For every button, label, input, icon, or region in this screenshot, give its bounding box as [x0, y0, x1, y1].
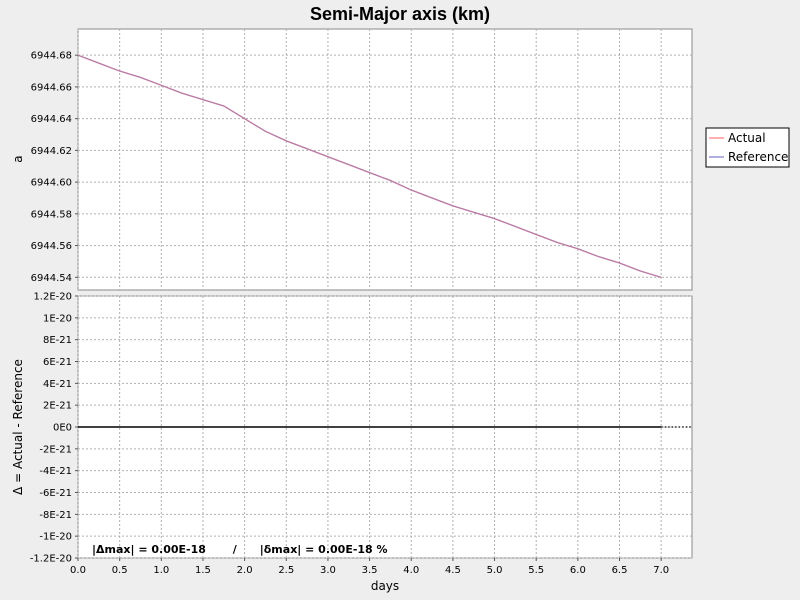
bottom-y-tick-label: -6E-21: [39, 488, 72, 499]
bottom-y-tick-label: -1.2E-20: [30, 554, 72, 565]
legend-label-actual: Actual: [728, 131, 766, 145]
top-y-tick-label: 6944.54: [31, 273, 72, 284]
top-y-ticks: 6944.54 6944.56 6944.58 6944.60 6944.62 6944.…: [31, 51, 78, 284]
x-tick-label: 1.5: [195, 565, 211, 576]
x-ticks: 0.0 0.5 1.0 1.5 2.0 2.5 3.0 3.5 4.0 4.5 5.0 5.5 6.0 6…: [70, 558, 669, 576]
x-tick-label: 5.0: [487, 565, 503, 576]
top-y-tick-label: 6944.68: [31, 51, 72, 62]
top-y-tick-label: 6944.58: [31, 209, 72, 220]
top-y-tick-label: 6944.64: [31, 114, 72, 125]
bottom-y-tick-label: 1.2E-20: [33, 292, 72, 303]
x-tick-label: 1.0: [153, 565, 169, 576]
x-tick-label: 5.5: [528, 565, 544, 576]
x-tick-label: 7.0: [653, 565, 669, 576]
bottom-y-tick-label: 4E-21: [43, 379, 72, 390]
top-series-line-reference: [77, 54, 662, 278]
x-tick-label: 4.0: [403, 565, 419, 576]
top-series: [77, 54, 662, 278]
x-tick-label: 0.0: [70, 565, 86, 576]
bottom-y-tick-label: 8E-21: [43, 335, 72, 346]
bottom-y-tick-label: -1E-20: [39, 532, 72, 543]
x-tick-label: 3.5: [362, 565, 378, 576]
top-y-tick-label: 6944.66: [31, 82, 72, 93]
top-plot-area: [77, 28, 693, 291]
bottom-y-tick-label: 2E-21: [43, 401, 72, 412]
top-y-tick-label: 6944.60: [31, 178, 72, 189]
x-tick-label: 3.0: [320, 565, 336, 576]
legend-box: [705, 127, 790, 168]
bottom-y-tick-label: 1E-20: [43, 313, 72, 324]
bottom-y-ticks: 1.2E-20 1E-20 8E-21 6E-21 4E-21 2E-21 0E0 -2E-2…: [30, 292, 78, 565]
bottom-y-tick-label: -4E-21: [39, 466, 72, 477]
delta-max-annotation: |Δmax| = 0.00E-18 / |δmax| = 0.00E-18 %: [92, 543, 388, 556]
top-grid: [77, 29, 692, 290]
x-tick-label: 4.5: [445, 565, 461, 576]
bottom-y-tick-label: 0E0: [53, 423, 72, 434]
x-tick-label: 0.5: [112, 565, 128, 576]
x-tick-label: 6.0: [570, 565, 586, 576]
bottom-y-tick-label: -2E-21: [39, 444, 72, 455]
top-y-tick-label: 6944.56: [31, 241, 72, 252]
legend-label-reference: Reference: [728, 150, 788, 164]
bottom-y-tick-label: -8E-21: [39, 510, 72, 521]
x-tick-label: 2.0: [237, 565, 253, 576]
legend: Actual Reference: [705, 127, 790, 168]
bottom-y-axis-label: Δ = Actual - Reference: [11, 359, 25, 495]
top-y-axis-label: a: [11, 155, 25, 162]
x-tick-label: 2.5: [278, 565, 294, 576]
top-y-tick-label: 6944.62: [31, 146, 72, 157]
x-tick-label: 6.5: [612, 565, 628, 576]
bottom-y-tick-label: 6E-21: [43, 357, 72, 368]
chart-title: Semi-Major axis (km): [310, 4, 490, 24]
x-axis-label: days: [371, 579, 399, 593]
